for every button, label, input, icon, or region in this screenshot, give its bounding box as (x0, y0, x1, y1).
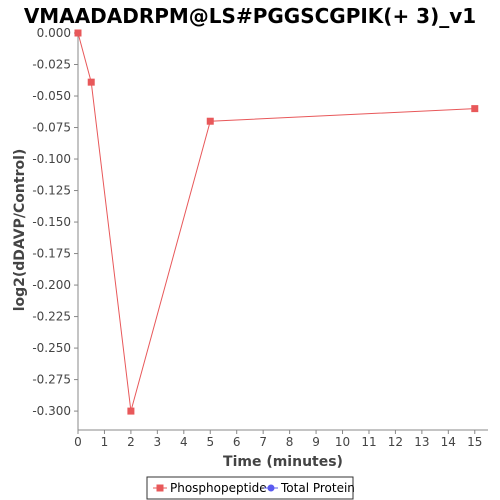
x-tick-label: 4 (180, 435, 188, 449)
y-tick-label: -0.225 (32, 310, 71, 324)
x-tick-label: 1 (101, 435, 109, 449)
plot-area (77, 33, 488, 431)
y-tick-label: -0.175 (32, 247, 71, 261)
x-axis-label: Time (minutes) (223, 454, 343, 470)
x-tick-label: 15 (467, 435, 482, 449)
y-tick-label: -0.100 (32, 152, 71, 166)
data-point (87, 78, 95, 86)
x-tick-label: 6 (233, 435, 241, 449)
y-axis-label: log2(dDAVP/Control) (12, 149, 28, 312)
y-tick-label: -0.050 (32, 89, 71, 103)
x-tick-label: 2 (127, 435, 135, 449)
legend-box (146, 476, 354, 500)
y-tick-label: -0.125 (32, 184, 71, 198)
legend-label: Total Protein (280, 481, 355, 495)
legend-swatch-marker (267, 484, 275, 492)
x-tick-label: 13 (414, 435, 429, 449)
x-tick-label: 12 (388, 435, 403, 449)
y-tick-label: -0.150 (32, 215, 71, 229)
x-tick-label: 7 (259, 435, 267, 449)
x-tick-label: 0 (74, 435, 82, 449)
y-tick-label: -0.025 (32, 58, 71, 72)
y-tick-label: -0.275 (32, 373, 71, 387)
y-tick-label: -0.250 (32, 341, 71, 355)
x-tick-label: 11 (361, 435, 376, 449)
x-tick-label: 8 (286, 435, 294, 449)
data-point (127, 407, 135, 415)
data-point (206, 117, 214, 125)
series-layer (74, 29, 479, 415)
y-tick-label: -0.075 (32, 121, 71, 135)
legend-swatch-marker (156, 484, 164, 492)
x-tick-label: 10 (335, 435, 350, 449)
data-point (471, 105, 479, 113)
y-tick-label: -0.200 (32, 278, 71, 292)
x-tick-label: 5 (206, 435, 214, 449)
data-point (74, 29, 82, 37)
y-axis: 0.000 -0.025 -0.050 -0.075 -0.100 -0.125 -0.15… (32, 26, 78, 418)
x-tick-label: 9 (312, 435, 320, 449)
x-tick-label: 14 (441, 435, 456, 449)
legend-label: Phosphopeptide (170, 481, 267, 495)
x-axis: 0 1 2 3 4 5 6 7 8 9 10 11 12 13 14 15 (74, 430, 482, 449)
x-tick-label: 3 (154, 435, 162, 449)
y-tick-label: -0.300 (32, 404, 71, 418)
legend: Phosphopeptide Total Protein (146, 476, 355, 500)
plot-background (78, 33, 488, 430)
chart-title: VMAADADRPM@LS#PGGSCGPIK(+ 3)_v1 (24, 4, 476, 28)
y-tick-label: 0.000 (37, 26, 71, 40)
